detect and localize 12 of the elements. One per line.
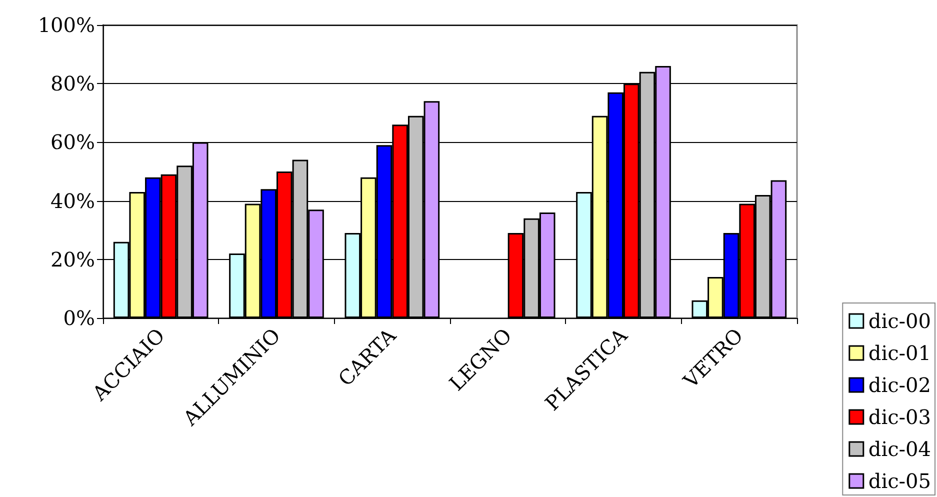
legend-label: dic-03 [868,405,931,429]
y-tick-label: 40% [50,188,95,213]
y-tick-label: 100% [38,13,95,37]
legend-label: dic-02 [868,373,931,397]
legend-label: dic-01 [868,341,931,365]
legend-label: dic-04 [868,437,931,461]
y-tick-label: 0% [63,306,95,330]
y-tick-label: 60% [50,130,95,154]
legend-label: dic-00 [868,309,931,333]
y-tick-label: 20% [50,247,95,272]
legend-label: dic-05 [868,469,931,493]
y-tick-label: 80% [50,72,95,96]
